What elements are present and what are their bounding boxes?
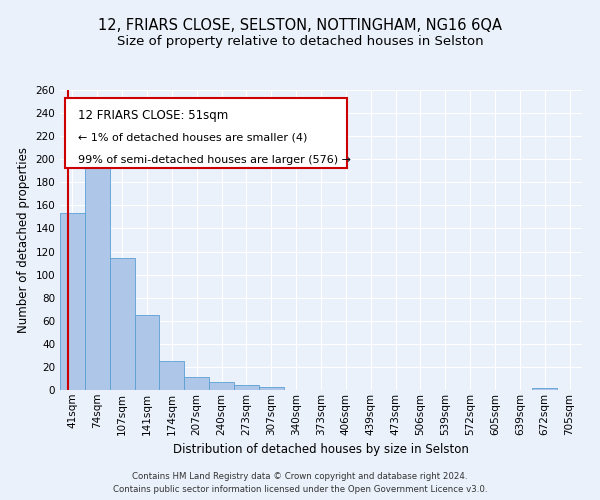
Bar [532,388,557,390]
Bar [60,214,85,390]
Text: Contains HM Land Registry data © Crown copyright and database right 2024.: Contains HM Land Registry data © Crown c… [132,472,468,481]
Bar [234,386,259,390]
FancyBboxPatch shape [65,98,347,168]
Bar [110,258,134,390]
Y-axis label: Number of detached properties: Number of detached properties [17,147,30,333]
Text: ← 1% of detached houses are smaller (4): ← 1% of detached houses are smaller (4) [78,132,308,142]
Text: 99% of semi-detached houses are larger (576) →: 99% of semi-detached houses are larger (… [78,154,351,164]
Bar [209,382,234,390]
Text: Size of property relative to detached houses in Selston: Size of property relative to detached ho… [116,35,484,48]
X-axis label: Distribution of detached houses by size in Selston: Distribution of detached houses by size … [173,443,469,456]
Bar [259,386,284,390]
Bar [85,150,110,390]
Bar [160,361,184,390]
Text: 12, FRIARS CLOSE, SELSTON, NOTTINGHAM, NG16 6QA: 12, FRIARS CLOSE, SELSTON, NOTTINGHAM, N… [98,18,502,32]
Text: 12 FRIARS CLOSE: 51sqm: 12 FRIARS CLOSE: 51sqm [78,110,229,122]
Text: Contains public sector information licensed under the Open Government Licence v3: Contains public sector information licen… [113,485,487,494]
Bar [134,315,160,390]
Bar [184,378,209,390]
